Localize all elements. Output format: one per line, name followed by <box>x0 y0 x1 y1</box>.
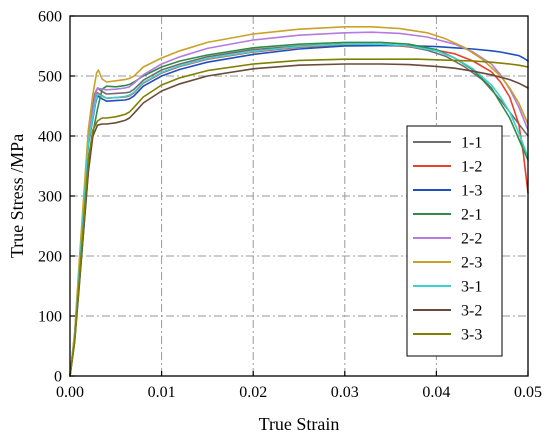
legend-label-3-3: 3-3 <box>461 327 482 344</box>
x-tick-label: 0.04 <box>422 384 450 401</box>
legend-label-2-1: 2-1 <box>461 207 482 224</box>
y-tick-label: 0 <box>54 369 62 386</box>
tick-labels: 0.00 0.01 0.02 0.03 0.04 0.05 0 100 200 300 400 500… <box>38 9 542 402</box>
series-line-2-2 <box>69 31 529 377</box>
legend: 1-1 1-2 1-3 2-1 2-2 2-3 3-1 3-2 3-3 <box>406 125 503 357</box>
series-line-2-3 <box>69 25 529 377</box>
series-lines <box>69 25 529 377</box>
legend-label-1-3: 1-3 <box>461 183 482 200</box>
y-axis-label: True Stress /MPa <box>7 134 27 258</box>
x-axis-label: True Strain <box>259 414 340 434</box>
legend-label-2-2: 2-2 <box>461 231 482 248</box>
legend-label-1-2: 1-2 <box>461 159 482 176</box>
series-line-3-2 <box>69 63 529 377</box>
grid-lines <box>70 16 528 376</box>
y-tick-label: 200 <box>38 249 62 266</box>
x-tick-label: 0.00 <box>56 384 84 401</box>
y-tick-label: 100 <box>38 309 62 326</box>
series-line-2-1 <box>69 41 529 377</box>
x-tick-label: 0.05 <box>514 384 542 401</box>
x-tick-label: 0.02 <box>239 384 267 401</box>
legend-box <box>406 125 503 357</box>
legend-label-3-1: 3-1 <box>461 279 482 296</box>
series-line-3-1 <box>69 43 529 377</box>
x-tick-label: 0.01 <box>148 384 176 401</box>
y-tick-label: 600 <box>38 9 62 26</box>
series-line-3-3 <box>69 58 529 377</box>
legend-label-3-2: 3-2 <box>461 303 482 320</box>
legend-label-2-3: 2-3 <box>461 255 482 272</box>
x-tick-label: 0.03 <box>331 384 359 401</box>
y-tick-label: 400 <box>38 129 62 146</box>
legend-label-1-1: 1-1 <box>461 135 482 152</box>
axis-ticks <box>69 15 529 377</box>
y-tick-label: 500 <box>38 69 62 86</box>
y-tick-label: 300 <box>38 189 62 206</box>
